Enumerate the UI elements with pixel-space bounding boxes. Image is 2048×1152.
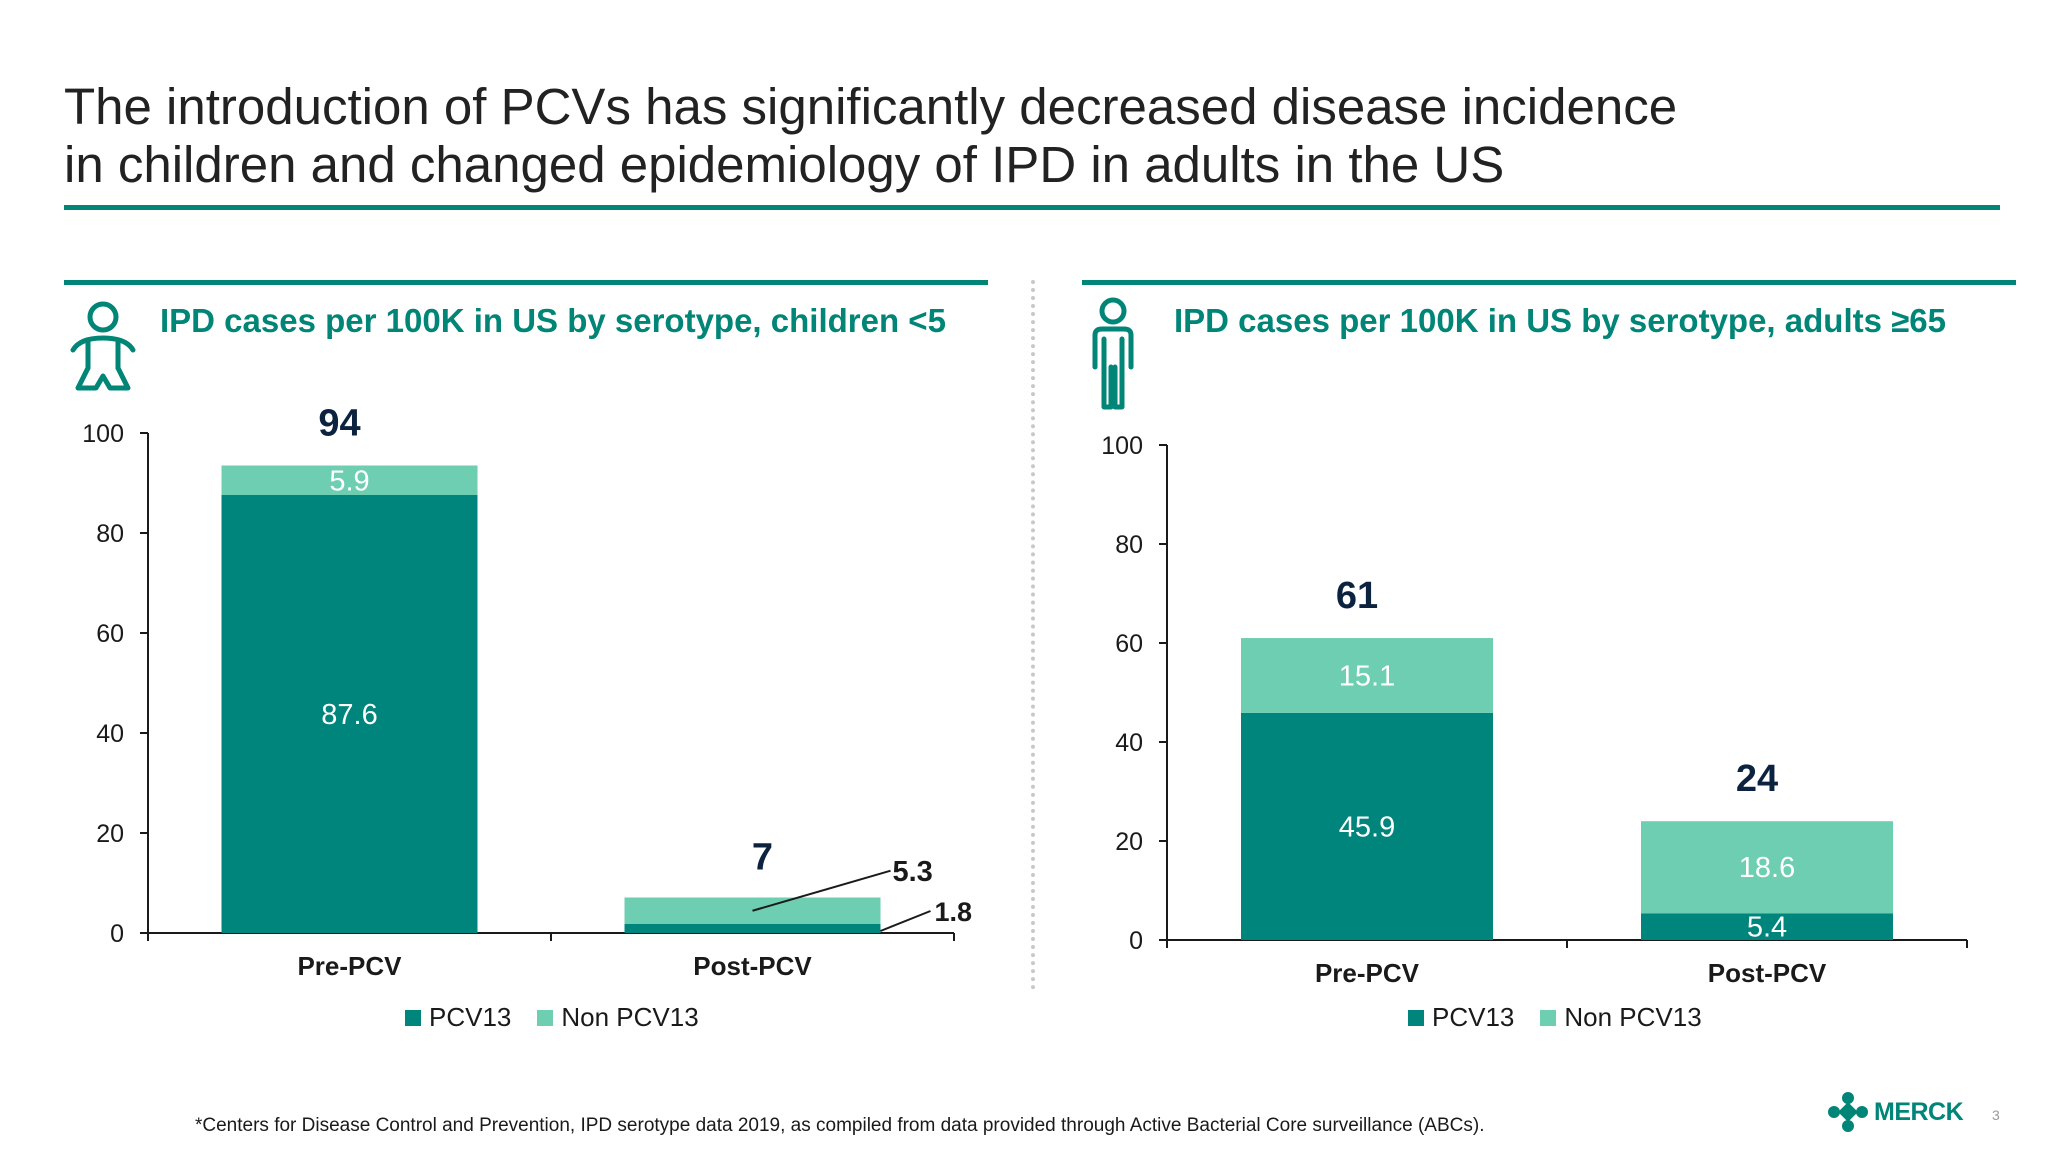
baby-icon bbox=[68, 300, 138, 400]
merck-logo-icon bbox=[1828, 1092, 1868, 1132]
data-label: 5.4 bbox=[1747, 912, 1787, 944]
legend-item-pcv13: PCV13 bbox=[405, 1002, 511, 1033]
leader-line bbox=[880, 910, 931, 932]
data-label: 5.9 bbox=[329, 465, 369, 497]
left-chart-title: IPD cases per 100K in US by serotype, ch… bbox=[160, 302, 946, 339]
total-label: 24 bbox=[1736, 758, 1778, 800]
y-tick-label: 20 bbox=[96, 820, 124, 848]
legend-label-pcv13: PCV13 bbox=[1432, 1002, 1515, 1032]
bar-pcv13 bbox=[1641, 913, 1893, 940]
footnote: *Centers for Disease Control and Prevent… bbox=[195, 1115, 1485, 1136]
total-label: 94 bbox=[318, 403, 360, 445]
bar-non-pcv13 bbox=[221, 465, 478, 495]
total-label: 7 bbox=[752, 837, 773, 879]
y-tick-label: 100 bbox=[1101, 432, 1143, 460]
legend-label-pcv13: PCV13 bbox=[429, 1002, 512, 1032]
logo-text: MERCK bbox=[1874, 1097, 1964, 1126]
bar-pcv13 bbox=[1241, 712, 1493, 940]
title-rule bbox=[64, 205, 2000, 210]
x-category-label: Pre-PCV bbox=[297, 951, 402, 981]
data-label: 1.8 bbox=[935, 897, 973, 927]
chart-children: 0 20 40 60 80 100 Pre-PCV 87.6 5.9 94 Post-PCV 5.31… bbox=[82, 403, 973, 982]
page-number: 3 bbox=[1992, 1107, 2000, 1123]
legend-label-non-pcv13: Non PCV13 bbox=[561, 1002, 699, 1032]
right-legend: PCV13 Non PCV13 bbox=[1408, 1002, 1728, 1033]
legend-swatch-non-pcv13 bbox=[537, 1009, 554, 1026]
data-label: 45.9 bbox=[1339, 811, 1395, 843]
legend-label-non-pcv13: Non PCV13 bbox=[1564, 1002, 1702, 1032]
y-tick-label: 80 bbox=[96, 520, 124, 548]
x-category-label: Post-PCV bbox=[693, 951, 812, 981]
legend-item-pcv13: PCV13 bbox=[1408, 1002, 1514, 1033]
bar-non-pcv13 bbox=[1241, 638, 1493, 713]
bar-pcv13 bbox=[624, 924, 881, 933]
y-tick-label: 80 bbox=[1115, 531, 1143, 559]
right-chart-title: IPD cases per 100K in US by serotype, ad… bbox=[1174, 302, 1946, 339]
y-tick-label: 60 bbox=[1115, 630, 1143, 658]
legend-swatch-non-pcv13 bbox=[1540, 1009, 1557, 1026]
legend-swatch-pcv13 bbox=[1408, 1009, 1424, 1026]
y-tick-label: 100 bbox=[82, 420, 124, 448]
bar-non-pcv13 bbox=[1641, 821, 1893, 914]
data-label: 5.3 bbox=[893, 856, 933, 888]
x-category-label: Pre-PCV bbox=[1315, 958, 1420, 988]
bar-pcv13 bbox=[221, 495, 478, 933]
y-tick-label: 60 bbox=[96, 620, 124, 648]
legend-item-non-pcv13: Non PCV13 bbox=[1540, 1002, 1702, 1033]
slide-title-line-2: in children and changed epidemiology of … bbox=[64, 136, 1505, 193]
adult-person-icon bbox=[1090, 297, 1136, 417]
leader-line bbox=[752, 869, 891, 912]
y-tick-label: 0 bbox=[110, 920, 124, 948]
chart-adults: 0 20 40 60 80 100 Pre-PCV 45.9 15.1 61 Post-PCV 5.4… bbox=[1101, 432, 1968, 988]
y-tick-label: 40 bbox=[96, 720, 124, 748]
x-category-label: Post-PCV bbox=[1708, 958, 1827, 988]
merck-logo: MERCK bbox=[1828, 1092, 1964, 1132]
total-label: 61 bbox=[1336, 575, 1378, 617]
y-tick-label: 40 bbox=[1115, 729, 1143, 757]
legend-item-non-pcv13: Non PCV13 bbox=[537, 1002, 699, 1033]
y-tick-label: 20 bbox=[1115, 828, 1143, 856]
left-panel-rule bbox=[64, 280, 988, 285]
data-label: 87.6 bbox=[321, 699, 377, 731]
slide-title: The introduction of PCVs has significant… bbox=[64, 78, 1964, 194]
legend-swatch-pcv13 bbox=[405, 1009, 421, 1026]
panel-divider bbox=[1031, 280, 1035, 990]
y-tick-label: 0 bbox=[1129, 927, 1143, 955]
slide-title-line-1: The introduction of PCVs has significant… bbox=[64, 78, 1678, 135]
left-legend: PCV13 Non PCV13 bbox=[405, 1002, 725, 1033]
data-label: 15.1 bbox=[1339, 660, 1395, 692]
data-label: 18.6 bbox=[1739, 852, 1795, 884]
right-panel-rule bbox=[1082, 280, 2016, 285]
